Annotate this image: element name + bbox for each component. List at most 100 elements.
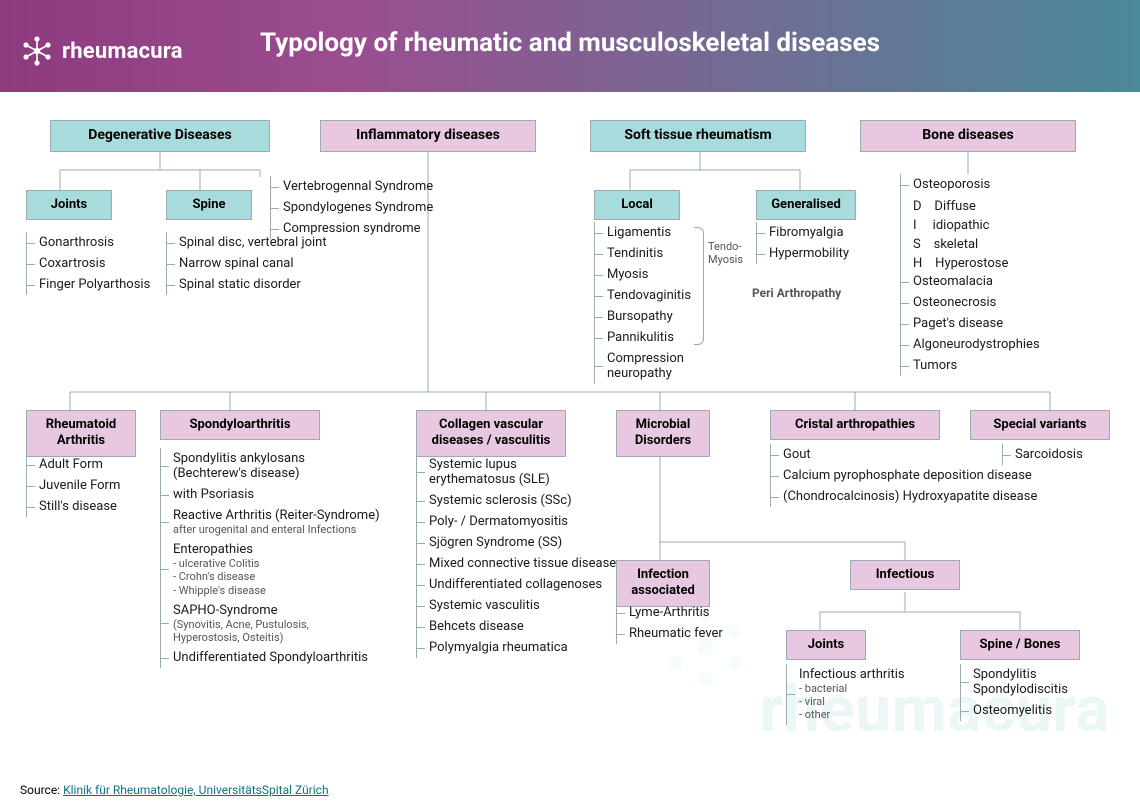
- list-item-sub: - bacterial - viral - other: [799, 682, 956, 722]
- list-item: Infectious arthritis - bacterial - viral…: [786, 664, 956, 725]
- node-infection-assoc: Infection associated: [616, 560, 710, 607]
- node-local: Local: [594, 190, 680, 220]
- node-cvd: Collagen vascular diseases / vasculitis: [416, 410, 566, 457]
- list-item: Poly- / Dermatomyositis: [416, 511, 626, 532]
- list-cvd: Systemic lupus erythematosus (SLE) Syste…: [416, 454, 626, 658]
- node-infectious: Infectious: [850, 560, 960, 590]
- list-item: Vertebrogennal Syndrome: [270, 176, 470, 197]
- list-item: H Hyperostose: [900, 252, 1110, 271]
- list-item: Coxartrosis: [26, 253, 176, 274]
- node-soft-tissue: Soft tissue rheumatism: [590, 120, 806, 152]
- list-item: Finger Polyarthosis: [26, 274, 176, 295]
- header: rheumacura Typology of rheumatic and mus…: [0, 0, 1140, 92]
- diagram-stage: rheumacura Degenerative Di: [0, 92, 1140, 807]
- list-item-label: SAPHO-Syndrome: [173, 603, 278, 618]
- list-spine-syndromes: Vertebrogennal Syndrome Spondylogenes Sy…: [270, 176, 470, 239]
- list-item: Systemic sclerosis (SSc): [416, 490, 626, 511]
- list-item: (Chondrocalcinosis) Hydroxyapatite disea…: [770, 486, 1090, 507]
- list-item: Hypermobility: [756, 243, 886, 264]
- node-bone: Bone diseases: [860, 120, 1076, 152]
- list-item: Enteropathies - ulcerative Colitis - Cro…: [160, 539, 410, 600]
- list-item: Systemic lupus erythematosus (SLE): [416, 454, 626, 490]
- list-item: Adult Form: [26, 454, 166, 475]
- list-item: Reactive Arthritis (Reiter-Syndrome) aft…: [160, 505, 410, 539]
- list-item: Tendinitis: [594, 243, 724, 264]
- list-item: Juvenile Form: [26, 475, 166, 496]
- brace-local: [694, 227, 704, 345]
- list-item: Still's disease: [26, 496, 166, 517]
- list-item: Rheumatic fever: [616, 623, 766, 644]
- list-item: Mixed connective tissue disease: [416, 553, 626, 574]
- list-special: Sarcoidosis: [1002, 444, 1122, 465]
- node-inf-spine: Spine / Bones: [960, 630, 1080, 660]
- node-spine: Spine: [166, 190, 252, 220]
- label-peri: Peri Arthropathy: [752, 286, 841, 300]
- list-inf-spine: Spondylitis Spondylodiscitis Osteomyelit…: [960, 664, 1130, 721]
- list-item: Undifferentiated collagenoses: [416, 574, 626, 595]
- list-ra: Adult Form Juvenile Form Still's disease: [26, 454, 166, 517]
- list-item-sub: after urogenital and enteral Infections: [173, 523, 410, 536]
- list-spa: Spondylitis ankylosans (Bechterew's dise…: [160, 448, 410, 668]
- page-title: Typology of rheumatic and musculoskeleta…: [0, 28, 1140, 58]
- list-item-label: Enteropathies: [173, 542, 253, 557]
- list-item: Undifferentiated Spondyloarthritis: [160, 647, 410, 668]
- list-item-label: Infectious arthritis: [799, 667, 905, 682]
- list-item: with Psoriasis: [160, 484, 410, 505]
- list-local: Ligamentis Tendinitis Myosis Tendovagini…: [594, 222, 724, 384]
- list-item: SAPHO-Syndrome (Synovitis, Acne, Pustulo…: [160, 600, 410, 647]
- list-item: Osteoporosis: [900, 174, 1110, 195]
- node-ra: Rheumatoid Arthritis: [26, 410, 136, 457]
- list-item: Spondylitis ankylosans (Bechterew's dise…: [160, 448, 410, 484]
- node-degenerative: Degenerative Diseases: [50, 120, 270, 152]
- list-item: Spondylogenes Syndrome: [270, 197, 470, 218]
- list-item: Lyme-Arthritis: [616, 602, 766, 623]
- node-joints: Joints: [26, 190, 112, 220]
- source-link[interactable]: Klinik für Rheumatologie, UniversitätsSp…: [63, 783, 328, 797]
- list-item: Compression neuropathy: [594, 348, 724, 384]
- node-inflammatory: Inflammatory diseases: [320, 120, 536, 152]
- list-item: Polymyalgia rheumatica: [416, 637, 626, 658]
- list-item: S skeletal: [900, 233, 1110, 252]
- list-item: Tendovaginitis: [594, 285, 724, 306]
- node-special: Special variants: [970, 410, 1110, 440]
- node-cristal: Cristal arthropathies: [770, 410, 940, 440]
- list-spine: Spinal disc, vertebral joint Narrow spin…: [166, 232, 336, 295]
- list-item: Compression syndrome: [270, 218, 470, 239]
- list-item-label: Reactive Arthritis (Reiter-Syndrome): [173, 508, 380, 523]
- list-item: Sjögren Syndrome (SS): [416, 532, 626, 553]
- list-item: Algoneurodystrophies: [900, 334, 1110, 355]
- list-inf-joints: Infectious arthritis - bacterial - viral…: [786, 664, 956, 725]
- node-spa: Spondyloarthritis: [160, 410, 320, 440]
- list-item: Myosis: [594, 264, 724, 285]
- label-tendo: Tendo- Myosis: [708, 240, 743, 266]
- list-item: Calcium pyrophosphate deposition disease: [770, 465, 1090, 486]
- list-item: Spinal static disorder: [166, 274, 336, 295]
- list-item: Fibromyalgia: [756, 222, 886, 243]
- node-generalised: Generalised: [756, 190, 856, 220]
- list-bone: Osteoporosis D Diffuse I idiopathic S sk…: [900, 174, 1110, 376]
- list-item: Systemic vasculitis: [416, 595, 626, 616]
- list-item: I idiopathic: [900, 214, 1110, 233]
- list-item: Behcets disease: [416, 616, 626, 637]
- list-infection-assoc: Lyme-Arthritis Rheumatic fever: [616, 602, 766, 644]
- list-item: Pannikulitis: [594, 327, 724, 348]
- list-item: Ligamentis: [594, 222, 724, 243]
- source-line: Source: Klinik für Rheumatologie, Univer…: [20, 783, 329, 797]
- node-inf-joints: Joints: [786, 630, 866, 660]
- list-item: Paget's disease: [900, 313, 1110, 334]
- list-item: Sarcoidosis: [1002, 444, 1122, 465]
- list-item-sub: - ulcerative Colitis - Crohn's disease -…: [173, 557, 410, 597]
- list-item: Spondylitis Spondylodiscitis: [960, 664, 1130, 700]
- list-item: Tumors: [900, 355, 1110, 376]
- list-item: Osteomyelitis: [960, 700, 1130, 721]
- list-joints: Gonarthrosis Coxartrosis Finger Polyarth…: [26, 232, 176, 295]
- list-generalised: Fibromyalgia Hypermobility: [756, 222, 886, 264]
- list-item: Osteonecrosis: [900, 292, 1110, 313]
- list-item-sub: (Synovitis, Acne, Pustulosis, Hyperostos…: [173, 618, 410, 644]
- source-prefix: Source:: [20, 783, 63, 797]
- list-item: Osteomalacia: [900, 271, 1110, 292]
- list-item: D Diffuse: [900, 195, 1110, 214]
- list-item: Gonarthrosis: [26, 232, 176, 253]
- node-microbial: Microbial Disorders: [616, 410, 710, 457]
- list-item: Bursopathy: [594, 306, 724, 327]
